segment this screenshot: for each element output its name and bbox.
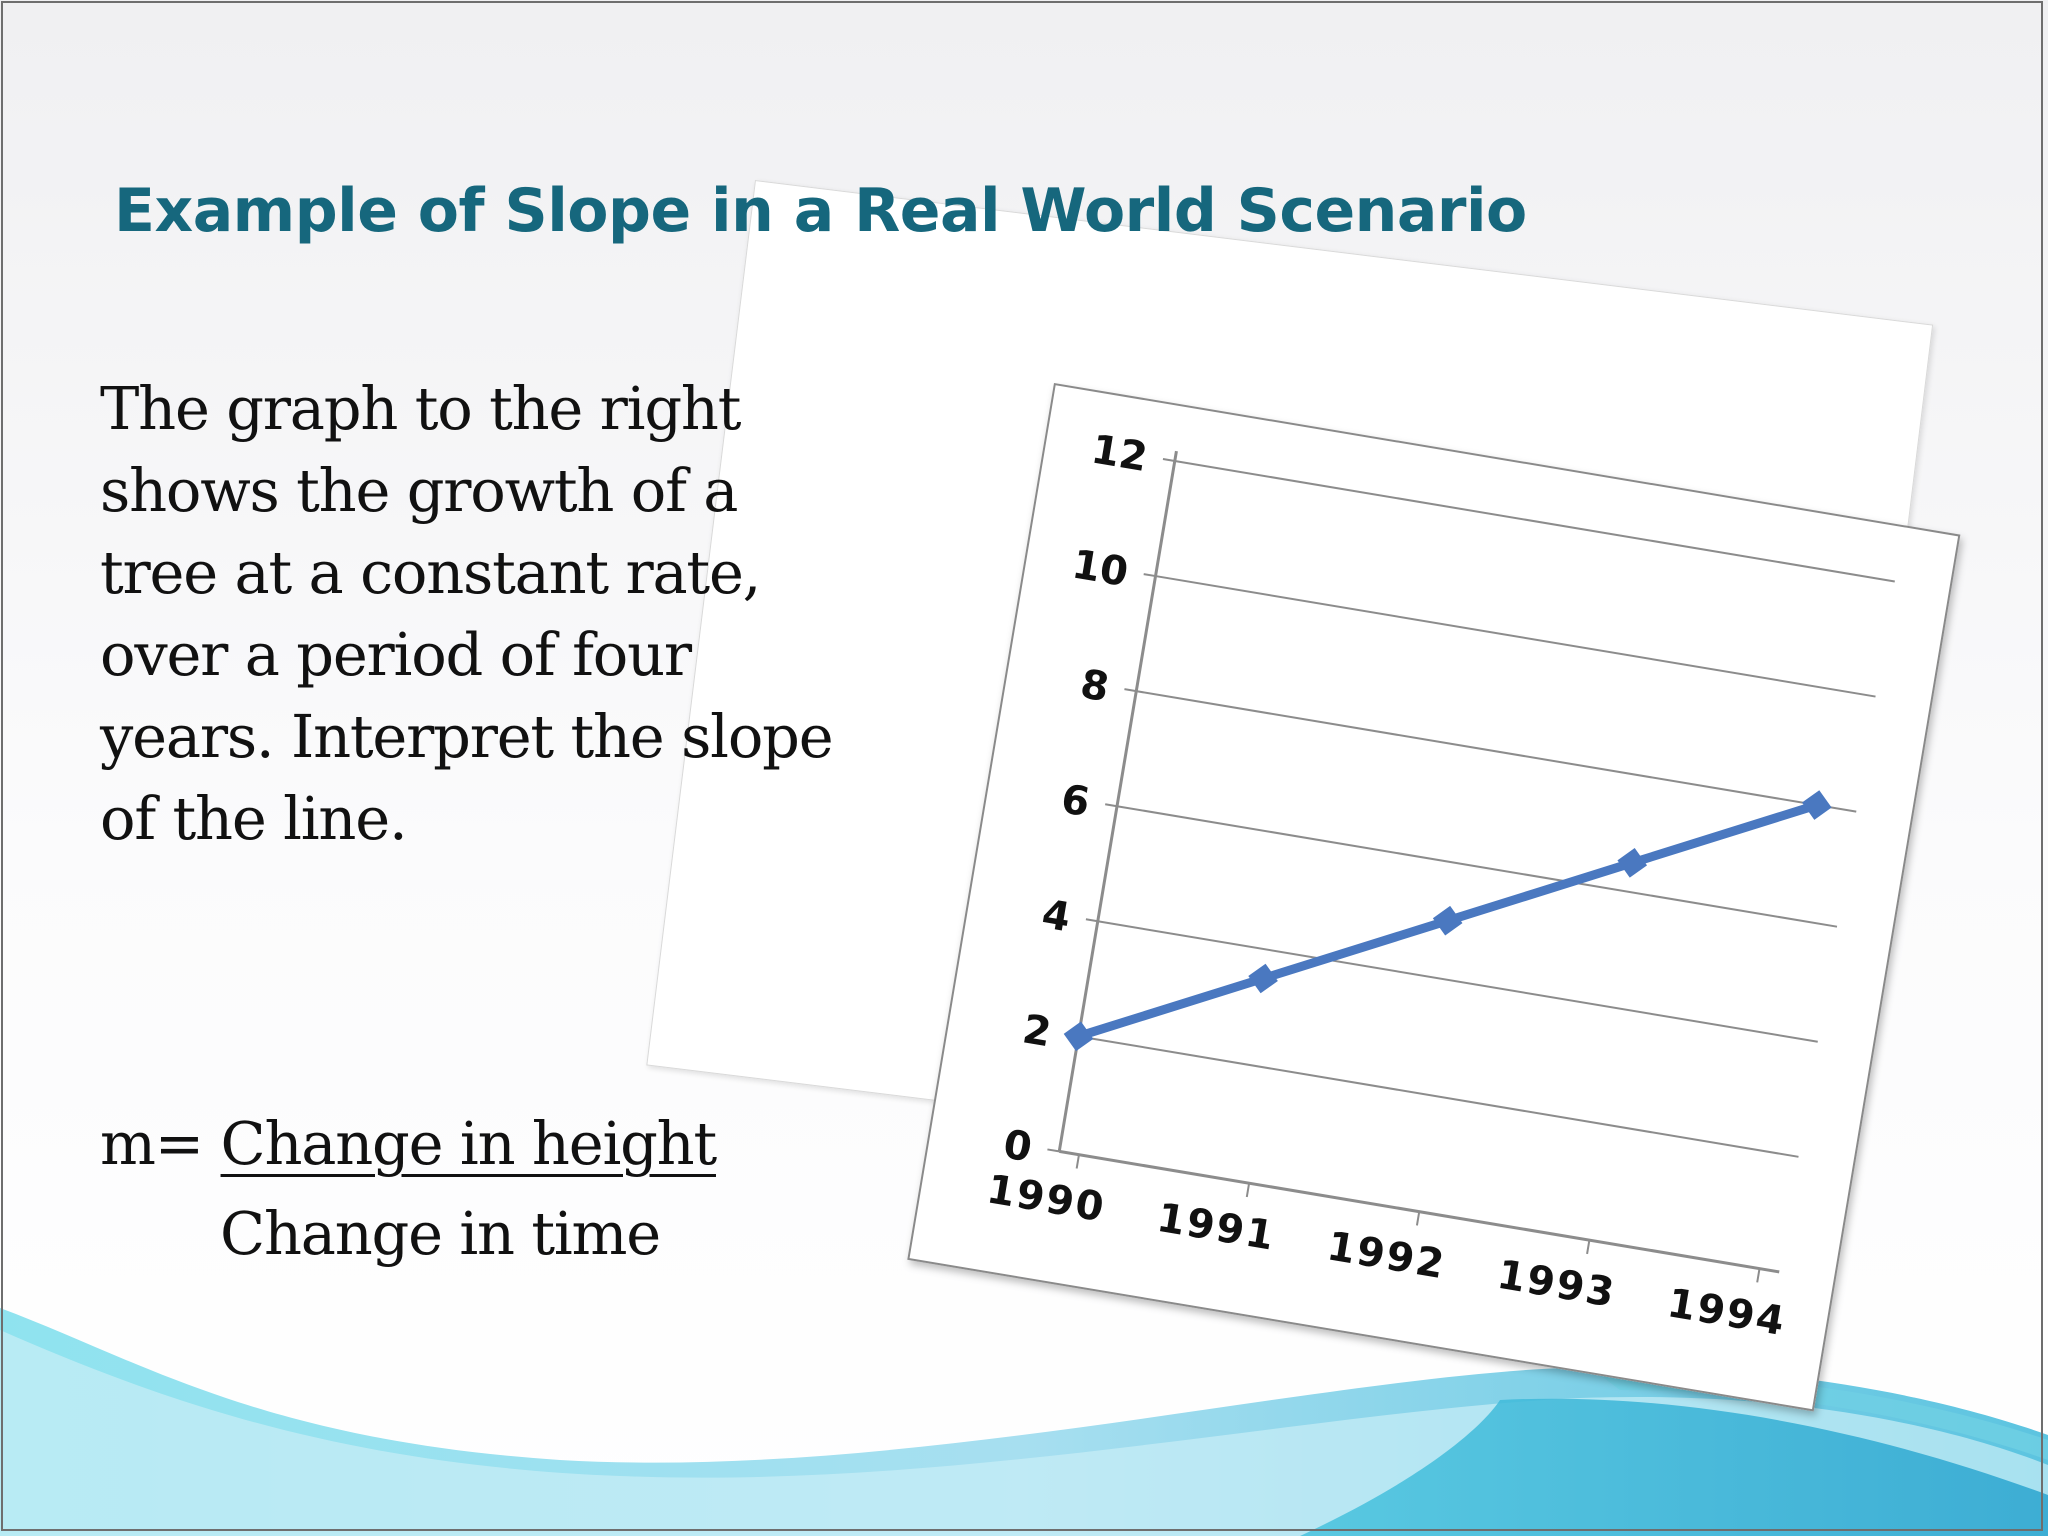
data-point-marker	[1802, 790, 1832, 820]
y-tick-label: 6	[1058, 776, 1093, 826]
body-text: The graph to the right shows the growth …	[100, 374, 834, 853]
data-point-marker	[1063, 1021, 1094, 1052]
y-tick-mark-6	[1105, 803, 1118, 808]
gridline-12	[1174, 460, 1895, 583]
gridline-8	[1136, 690, 1857, 813]
x-tick-label: 1992	[1324, 1223, 1449, 1288]
y-tick-label: 10	[1069, 542, 1132, 597]
y-tick-mark-8	[1124, 688, 1137, 693]
slide-title: Example of Slope in a Real World Scenari…	[114, 176, 1527, 246]
y-tick-label: 8	[1077, 661, 1112, 711]
data-point-marker	[1432, 905, 1463, 936]
x-tick-label: 1990	[984, 1166, 1109, 1231]
gridline-6	[1116, 805, 1838, 928]
y-tick-label: 12	[1088, 426, 1151, 481]
data-point-marker	[1248, 963, 1278, 994]
x-tick-label: 1993	[1494, 1252, 1619, 1317]
y-tick-mark-0	[1047, 1148, 1060, 1153]
gridline-10	[1155, 575, 1876, 698]
slope-formula: m= Change in height Change in time	[100, 1104, 718, 1284]
y-tick-label: 2	[1019, 1006, 1054, 1056]
y-tick-mark-10	[1143, 573, 1156, 578]
line-chart: 0 2 4 6 8 10 12 1990 1991 1992 1993 1994	[984, 426, 1895, 1345]
decorative-wave	[0, 1308, 2048, 1536]
y-tick-mark-12	[1162, 458, 1175, 462]
x-tick-label: 1991	[1154, 1195, 1279, 1260]
x-tick-mark	[1756, 1268, 1761, 1283]
y-tick-label: 4	[1039, 891, 1074, 941]
x-tick-label: 1994	[1664, 1280, 1789, 1345]
formula-numerator-row: m= Change in height	[100, 1104, 718, 1194]
y-tick-mark-4	[1085, 918, 1098, 923]
data-point-marker	[1617, 848, 1648, 878]
gridline-2	[1078, 1035, 1799, 1158]
y-tick-label: 0	[1000, 1121, 1035, 1171]
formula-prefix: m=	[100, 1109, 204, 1178]
chart-card: 0 2 4 6 8 10 12 1990 1991 1992 1993 1994	[907, 383, 1961, 1412]
gridline-4	[1097, 920, 1818, 1043]
x-tick-mark	[1415, 1211, 1421, 1226]
formula-denominator: Change in time	[220, 1199, 661, 1268]
x-tick-mark	[1245, 1183, 1251, 1198]
x-tick-mark	[1075, 1154, 1080, 1169]
formula-numerator: Change in height	[220, 1109, 718, 1178]
x-tick-mark	[1586, 1239, 1591, 1255]
